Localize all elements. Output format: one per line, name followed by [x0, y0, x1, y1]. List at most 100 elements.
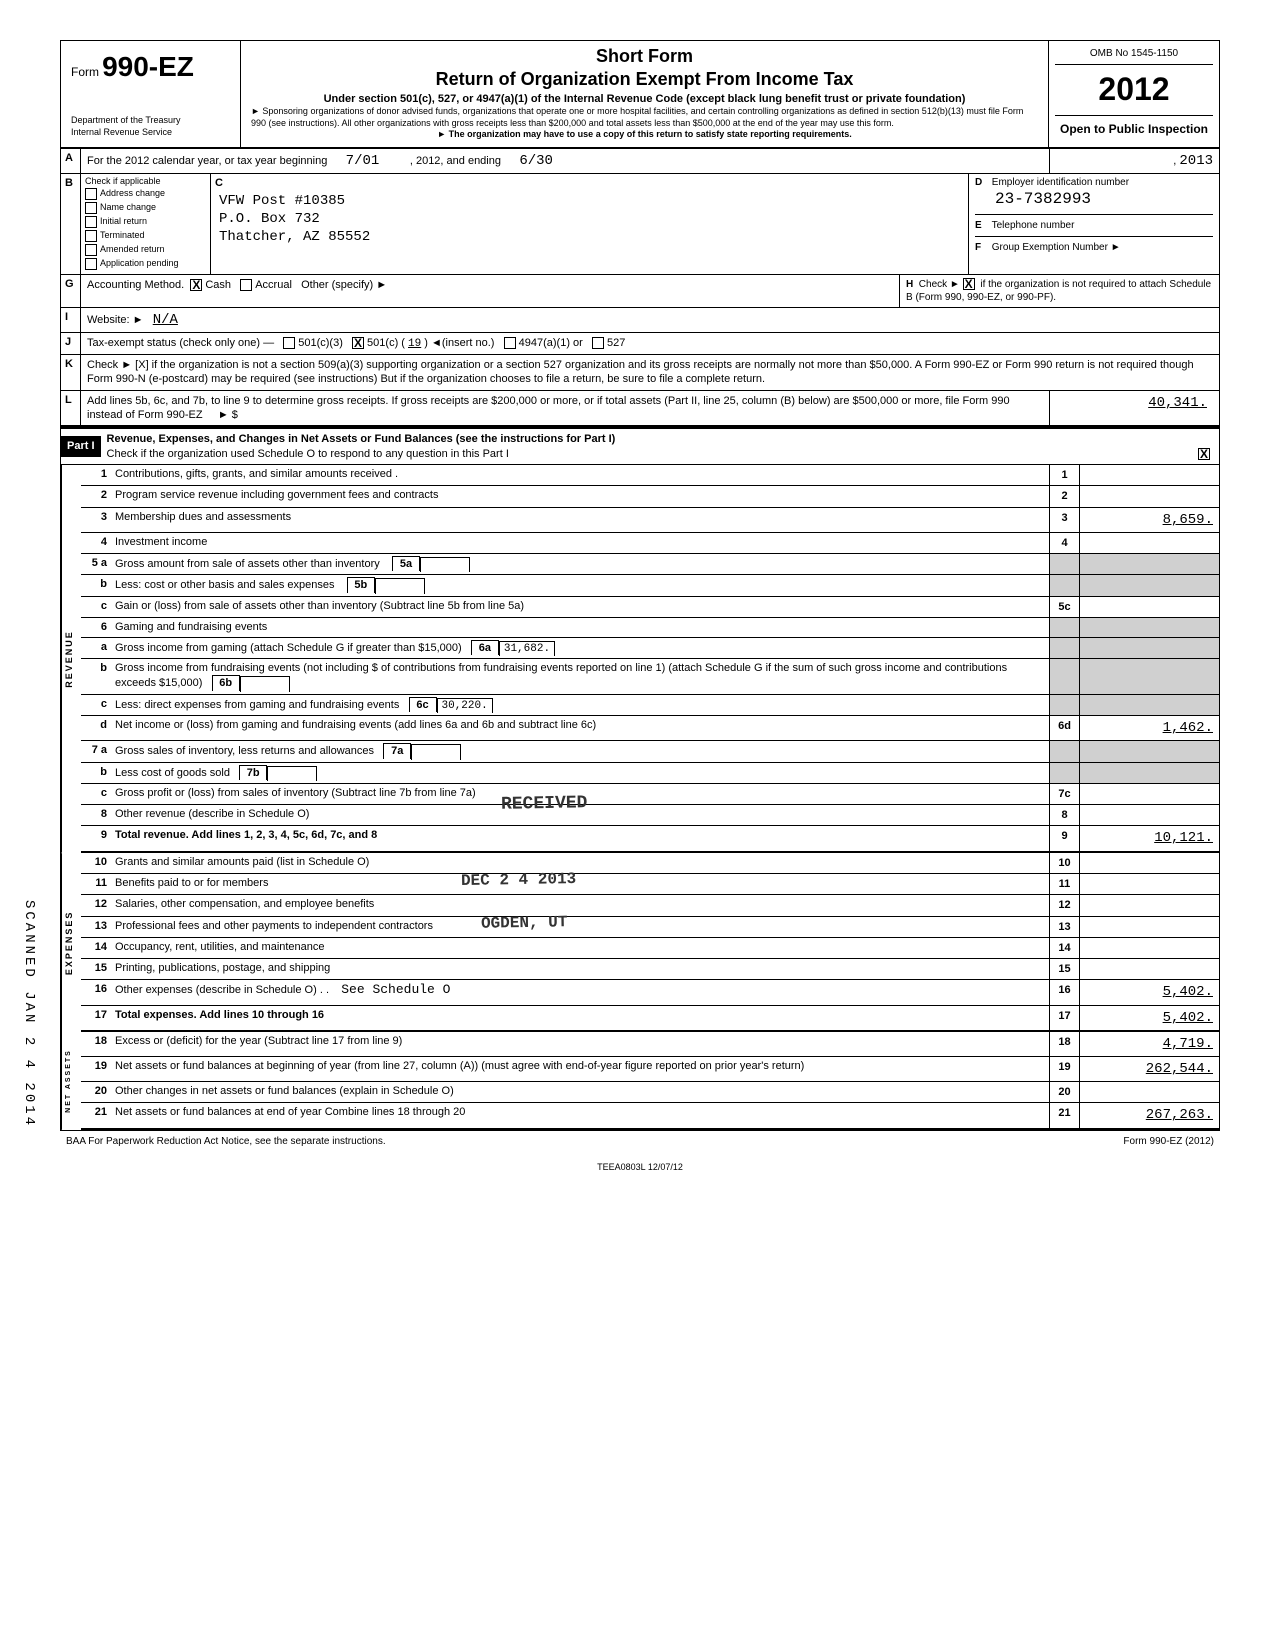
tax-exempt-label: Tax-exempt status (check only one) — — [87, 337, 274, 349]
opt-initial: Initial return — [100, 216, 147, 228]
line-16-note: See Schedule O — [341, 982, 450, 997]
line-l-arrow: ► $ — [218, 409, 238, 421]
line-6a: Gross income from gaming (attach Schedul… — [115, 642, 462, 654]
part1-sub: Check if the organization used Schedule … — [107, 448, 509, 460]
line-g-content: Accounting Method. Cash Accrual Other (s… — [81, 275, 899, 307]
line-18-val: 4,719. — [1080, 1032, 1219, 1056]
line-17: Total expenses. Add lines 10 through 16 — [115, 1009, 324, 1021]
footer-form: Form 990-EZ (2012) — [1123, 1135, 1214, 1148]
opt-501c-suf: ) ◄(insert no.) — [424, 337, 494, 349]
line-l: L Add lines 5b, 6c, and 7b, to line 9 to… — [61, 391, 1219, 428]
line-a: A For the 2012 calendar year, or tax yea… — [61, 149, 1219, 174]
line-12: Salaries, other compensation, and employ… — [111, 895, 1049, 915]
letter-d: D — [975, 176, 989, 189]
header-row: Form 990-EZ Department of the Treasury I… — [61, 41, 1219, 149]
letter-f: F — [975, 241, 989, 254]
ein-value: 23-7382993 — [995, 190, 1091, 208]
line-a-mid: , 2012, and ending — [410, 155, 501, 167]
line-17-val: 5,402. — [1080, 1006, 1219, 1030]
dept-treasury: Department of the Treasury — [71, 115, 230, 127]
line-19: Net assets or fund balances at beginning… — [111, 1057, 1049, 1081]
line-i-content: Website: ► N/A — [81, 308, 1219, 332]
opt-4947: 4947(a)(1) or — [519, 337, 583, 349]
form-number: 990-EZ — [102, 51, 194, 82]
letter-h: H — [906, 279, 913, 290]
line-9: Total revenue. Add lines 1, 2, 3, 4, 5c,… — [115, 829, 377, 841]
line-10: Grants and similar amounts paid (list in… — [111, 853, 1049, 873]
acct-method-label: Accounting Method. — [87, 279, 184, 291]
line-4: Investment income — [111, 533, 1049, 553]
address-block: B Check if applicable Address change Nam… — [61, 174, 1219, 275]
letter-a: A — [61, 149, 81, 173]
org-addr2: Thatcher, AZ 85552 — [219, 228, 960, 246]
opt-other: Other (specify) ► — [301, 279, 387, 291]
end-year: 2013 — [1179, 153, 1213, 169]
part1-title: Revenue, Expenses, and Changes in Net As… — [107, 433, 616, 445]
ein-col: D Employer identification number 23-7382… — [969, 174, 1219, 274]
expenses-section: EXPENSES 10Grants and similar amounts pa… — [61, 853, 1219, 1032]
omb-number: OMB No 1545-1150 — [1055, 47, 1213, 65]
chk-h[interactable] — [963, 278, 975, 290]
part1-label: Part I — [61, 436, 101, 456]
line-6a-val: 31,682. — [499, 641, 555, 656]
omb-cell: OMB No 1545-1150 2012 Open to Public Ins… — [1049, 41, 1219, 147]
chk-address[interactable] — [85, 188, 97, 200]
chk-name[interactable] — [85, 202, 97, 214]
line-a-content: For the 2012 calendar year, or tax year … — [81, 149, 1049, 173]
line-7c: Gross profit or (loss) from sales of inv… — [111, 784, 1049, 804]
opt-501c: 501(c) ( — [367, 337, 405, 349]
line-a-year: , 2013 — [1049, 149, 1219, 173]
chk-initial[interactable] — [85, 216, 97, 228]
footer-baa: BAA For Paperwork Reduction Act Notice, … — [66, 1135, 386, 1148]
line-5c: Gain or (loss) from sale of assets other… — [111, 597, 1049, 617]
letter-k: K — [61, 355, 81, 390]
line-3: Membership dues and assessments — [111, 508, 1049, 532]
line-20: Other changes in net assets or fund bala… — [111, 1082, 1049, 1102]
line-k-content: Check ► [X] if the organization is not a… — [81, 355, 1219, 390]
line-h: H Check ► if the organization is not req… — [899, 275, 1219, 307]
website-val: N/A — [153, 312, 178, 328]
open-public: Open to Public Inspection — [1055, 116, 1213, 138]
phone-label: Telephone number — [992, 220, 1075, 231]
line-l-content: Add lines 5b, 6c, and 7b, to line 9 to d… — [81, 391, 1049, 426]
chk-4947[interactable] — [504, 337, 516, 349]
title-cell: Short Form Return of Organization Exempt… — [241, 41, 1049, 147]
letter-b: B — [61, 174, 81, 274]
check-label: Check if applicable — [85, 176, 206, 188]
opt-address: Address change — [100, 188, 165, 200]
chk-cash[interactable] — [190, 279, 202, 291]
chk-accrual[interactable] — [240, 279, 252, 291]
line-j: J Tax-exempt status (check only one) — 5… — [61, 333, 1219, 355]
chk-501c[interactable] — [352, 337, 364, 349]
ein-label: Employer identification number — [992, 177, 1129, 188]
arrow-line-2: ► The organization may have to use a cop… — [251, 129, 1038, 141]
chk-terminated[interactable] — [85, 230, 97, 242]
chk-527[interactable] — [592, 337, 604, 349]
letter-i: I — [61, 308, 81, 332]
letter-e: E — [975, 219, 989, 232]
line-1: Contributions, gifts, grants, and simila… — [111, 465, 1049, 485]
form-prefix: Form — [71, 65, 99, 79]
line-5a: Gross amount from sale of assets other t… — [115, 558, 380, 570]
line-6: Gaming and fundraising events — [111, 618, 1049, 637]
expenses-label: EXPENSES — [61, 853, 81, 1032]
chk-501c3[interactable] — [283, 337, 295, 349]
scanned-stamp: SCANNED JAN 2 4 2014 — [20, 900, 38, 1128]
letter-g: G — [61, 275, 81, 307]
assets-section: NET ASSETS 18Excess or (deficit) for the… — [61, 1032, 1219, 1130]
chk-amended[interactable] — [85, 244, 97, 256]
chk-pending[interactable] — [85, 258, 97, 270]
begin-date: 7/01 — [346, 153, 380, 169]
line-6c: Less: direct expenses from gaming and fu… — [115, 699, 399, 711]
form-container: Form 990-EZ Department of the Treasury I… — [60, 40, 1220, 1131]
letter-c: C — [215, 176, 223, 190]
letter-j: J — [61, 333, 81, 354]
opt-accrual: Accrual — [255, 279, 292, 291]
line-6d: Net income or (loss) from gaming and fun… — [111, 716, 1049, 740]
line-8: Other revenue (describe in Schedule O) — [111, 805, 1049, 825]
dept-irs: Internal Revenue Service — [71, 127, 230, 139]
chk-schedule-o[interactable] — [1198, 448, 1210, 460]
org-name: VFW Post #10385 — [219, 192, 960, 210]
tax-year: 2012 — [1055, 65, 1213, 116]
opt-amended: Amended return — [100, 244, 165, 256]
